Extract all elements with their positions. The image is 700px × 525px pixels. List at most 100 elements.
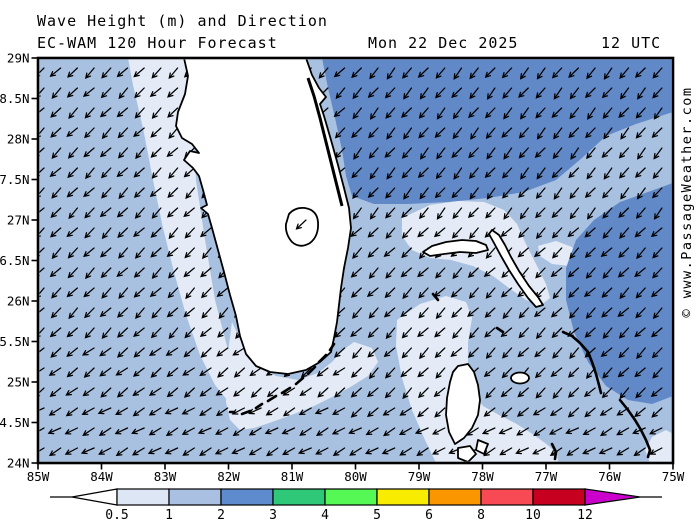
wave-arrow-icon: [635, 307, 646, 319]
wave-arrow-icon: [483, 447, 496, 457]
colorbar-label: 5: [373, 508, 381, 523]
wave-arrow-icon: [417, 227, 429, 238]
wave-arrow-icon: [634, 407, 646, 418]
wave-arrow-icon: [150, 367, 162, 378]
wave-arrow-icon: [99, 367, 112, 377]
wave-arrow-icon: [101, 227, 112, 240]
wave-arrow-icon: [634, 367, 646, 378]
wave-arrow-icon: [367, 347, 379, 358]
colorbar-label: 10: [525, 508, 541, 523]
wave-arrow-icon: [400, 267, 413, 278]
wave-arrow-icon: [85, 167, 95, 180]
wave-arrow-icon: [550, 267, 563, 278]
wave-arrow-icon: [385, 107, 396, 119]
wave-arrow-icon: [39, 167, 45, 177]
wave-arrow-icon: [601, 307, 613, 318]
wave-arrow-icon: [450, 287, 463, 298]
lon-label: 78W: [471, 469, 494, 484]
wave-arrow-icon: [115, 367, 129, 376]
wave-arrow-icon: [636, 247, 646, 260]
wave-arrow-icon: [84, 127, 95, 139]
wave-arrow-icon: [216, 287, 229, 298]
wave-arrow-icon: [567, 267, 580, 278]
wave-arrow-icon: [551, 227, 563, 239]
wave-arrow-icon: [50, 227, 62, 238]
wave-arrow-icon: [634, 67, 646, 78]
wave-arrow-icon: [417, 67, 429, 78]
wave-arrow-icon: [498, 427, 513, 435]
lat-label: 24.5N: [0, 415, 30, 430]
wave-arrow-icon: [419, 207, 429, 220]
wave-arrow-icon: [182, 367, 195, 376]
wave-arrow-icon: [502, 347, 513, 359]
wave-arrow-icon: [131, 447, 145, 456]
wave-arrow-icon: [164, 447, 179, 455]
wave-arrow-icon: [150, 127, 162, 138]
wave-arrow-icon: [382, 407, 396, 416]
colorbar-label: 1: [165, 508, 173, 523]
wave-arrow-icon: [315, 427, 329, 437]
wave-arrow-icon: [569, 87, 580, 100]
wave-arrow-icon: [151, 207, 162, 219]
wave-arrow-icon: [586, 67, 596, 80]
pale-great-bahama-bank: [396, 296, 558, 462]
wave-arrow-icon: [535, 227, 546, 240]
wave-arrow-icon: [518, 327, 529, 339]
wave-arrow-icon: [81, 407, 95, 415]
wave-arrow-icon: [199, 407, 212, 417]
wave-arrow-icon: [402, 287, 413, 300]
wave-arrow-icon: [168, 167, 179, 179]
wave-arrow-icon: [233, 387, 246, 397]
colorbar-cell: [532, 488, 586, 506]
wave-arrow-icon: [185, 187, 195, 200]
wave-arrow-icon: [569, 187, 580, 200]
wave-arrow-icon: [467, 307, 479, 318]
wave-arrow-icon: [99, 107, 112, 118]
colorbar-cell: [428, 488, 482, 506]
new-providence-island: [510, 371, 530, 385]
wave-arrow-icon: [165, 347, 179, 356]
wave-arrow-icon: [401, 227, 413, 239]
wave-arrow-icon: [66, 367, 79, 378]
wave-arrow-icon: [81, 347, 95, 356]
wave-arrow-icon: [552, 147, 563, 160]
wave-arrow-icon: [133, 347, 145, 358]
wave-arrow-icon: [568, 287, 580, 299]
wave-arrow-icon: [570, 147, 580, 160]
wave-arrow-icon: [603, 127, 613, 140]
wave-arrow-icon: [84, 67, 95, 80]
wave-arrow-icon: [534, 367, 546, 379]
wave-arrow-icon: [65, 407, 79, 417]
wave-arrow-icon: [450, 347, 463, 358]
wave-arrow-icon: [351, 67, 362, 79]
wave-arrow-icon: [434, 347, 446, 359]
wave-arrow-icon: [585, 267, 596, 279]
wave-arrow-icon: [183, 307, 195, 318]
wave-arrow-icon: [435, 367, 446, 379]
wave-arrow-icon: [99, 207, 112, 218]
wave-arrow-icon: [353, 147, 362, 160]
lat-label: 25.5N: [0, 334, 30, 349]
wave-arrow-icon: [50, 107, 62, 118]
wave-arrow-icon: [352, 107, 362, 120]
wave-arrow-icon: [249, 367, 262, 377]
wave-arrow-icon: [584, 247, 596, 259]
wave-arrow-icon: [39, 87, 45, 97]
wave-arrow-icon: [620, 187, 630, 200]
wave-arrow-icon: [381, 447, 396, 455]
wave-arrow-icon: [298, 407, 312, 416]
wave-arrow-icon: [599, 407, 613, 416]
wave-arrow-icon: [650, 227, 663, 238]
wave-arrow-icon: [399, 447, 413, 456]
wave-arrow-icon: [151, 267, 162, 280]
wave-arrow-icon: [366, 387, 379, 398]
wave-arrow-icon: [483, 407, 496, 417]
wave-arrow-icon: [181, 407, 195, 415]
wave-arrow-icon: [101, 187, 112, 199]
wave-arrow-icon: [352, 347, 362, 359]
wave-arrow-icon: [602, 367, 613, 379]
wave-arrow-icon: [485, 347, 496, 360]
wave-arrow-icon: [617, 307, 630, 318]
wave-arrow-icon: [51, 287, 62, 299]
wave-arrow-icon: [652, 307, 663, 320]
